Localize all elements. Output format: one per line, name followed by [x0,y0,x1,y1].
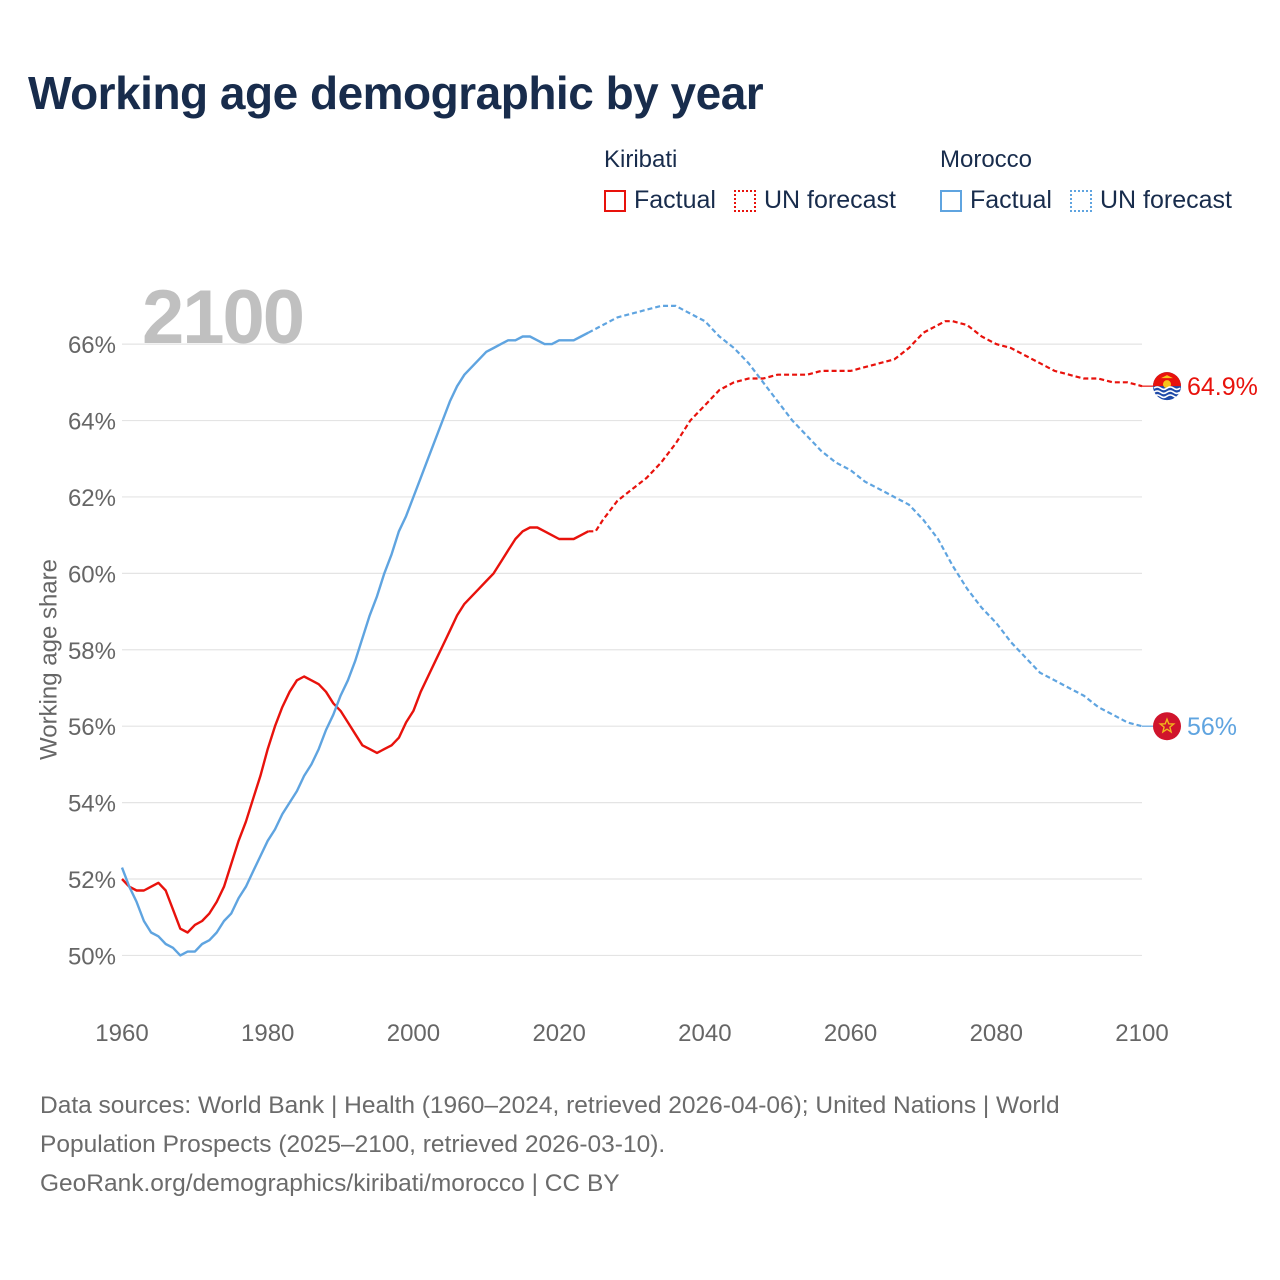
morocco-flag-icon [1153,712,1181,741]
sources-line-3: GeoRank.org/demographics/kiribati/morocc… [40,1170,620,1197]
kiribati-forecast-swatch [733,189,756,212]
morocco-factual-swatch [940,189,962,212]
legend-kiribati-factual[interactable]: Factual [604,186,716,215]
legend-morocco-forecast-label: UN forecast [1099,186,1232,214]
end-markers: 64.9% 56% [1142,372,1258,741]
x-tick-label: 1980 [241,1020,294,1047]
legend-kiribati-forecast[interactable]: UN forecast [733,186,896,215]
sources-line-1: Data sources: World Bank | Health (1960–… [40,1092,1060,1119]
kiribati-forecast-line [588,320,1143,533]
x-tick-label: 2100 [1115,1020,1168,1047]
legend-morocco: Morocco Factual UN forecast [940,146,1250,215]
y-tick-label: 50% [68,943,116,970]
y-tick-labels: 50% 52% 54% 56% 58% 60% 62% 64% 66% [68,332,116,970]
legend-kiribati-factual-label: Factual [634,186,716,214]
x-tick-label: 2060 [824,1020,877,1047]
legend-morocco-title: Morocco [940,146,1033,173]
legend-morocco-factual-label: Factual [970,186,1052,214]
year-label: 2100 [142,275,303,360]
legend-kiribati: Kiribati Factual UN forecast [604,146,914,215]
legend-kiribati-title: Kiribati [604,146,678,173]
y-grid [122,343,1142,957]
y-tick-label: 62% [68,485,116,512]
x-tick-label: 2000 [387,1020,440,1047]
y-tick-label: 54% [68,791,116,818]
y-tick-label: 64% [68,409,116,436]
morocco-forecast-swatch [1069,189,1092,212]
x-tick-label: 2080 [970,1020,1023,1047]
kiribati-factual-swatch [604,189,626,212]
x-tick-label: 1960 [95,1020,148,1047]
y-tick-label: 60% [68,561,116,588]
morocco-forecast-line [587,304,1143,728]
kiribati-flag-icon [1153,372,1181,401]
y-tick-label: 66% [68,332,116,359]
data-sources: Data sources: World Bank | Health (1960–… [40,1086,1240,1203]
x-tick-label: 2040 [678,1020,731,1047]
morocco-factual-line [120,331,589,957]
series-lines [120,304,1143,957]
y-tick-label: 58% [68,638,116,665]
chart-title: Working age demographic by year [28,67,764,119]
morocco-end-label: 56% [1187,713,1237,741]
legend-morocco-forecast[interactable]: UN forecast [1069,186,1232,215]
y-tick-label: 56% [68,714,116,741]
y-axis-label: Working age share [35,559,62,760]
y-tick-label: 52% [68,867,116,894]
legend-morocco-factual[interactable]: Factual [940,186,1052,215]
legend-kiribati-forecast-label: UN forecast [763,186,896,214]
x-tick-labels: 1960 1980 2000 2020 2040 2060 2080 2100 [95,1020,1168,1047]
kiribati-end-label: 64.9% [1187,373,1258,401]
sources-line-2: Population Prospects (2025–2100, retriev… [40,1131,666,1158]
x-tick-label: 2020 [532,1020,585,1047]
kiribati-factual-line [121,526,589,934]
